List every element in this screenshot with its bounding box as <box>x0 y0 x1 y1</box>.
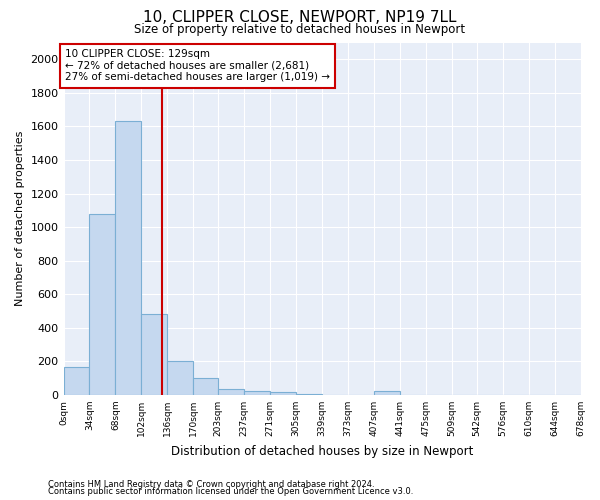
Bar <box>115 122 142 395</box>
Bar <box>89 214 115 395</box>
Y-axis label: Number of detached properties: Number of detached properties <box>15 131 25 306</box>
Text: Contains HM Land Registry data © Crown copyright and database right 2024.: Contains HM Land Registry data © Crown c… <box>48 480 374 489</box>
Text: 10 CLIPPER CLOSE: 129sqm
← 72% of detached houses are smaller (2,681)
27% of sem: 10 CLIPPER CLOSE: 129sqm ← 72% of detach… <box>65 49 330 82</box>
Text: 10, CLIPPER CLOSE, NEWPORT, NP19 7LL: 10, CLIPPER CLOSE, NEWPORT, NP19 7LL <box>143 10 457 25</box>
Bar <box>64 367 89 395</box>
Bar <box>270 392 296 395</box>
Bar <box>296 394 322 395</box>
Bar <box>167 362 193 395</box>
Text: Contains public sector information licensed under the Open Government Licence v3: Contains public sector information licen… <box>48 488 413 496</box>
Bar <box>218 389 244 395</box>
Text: Size of property relative to detached houses in Newport: Size of property relative to detached ho… <box>134 22 466 36</box>
Bar <box>142 314 167 395</box>
Bar <box>244 390 270 395</box>
Bar <box>374 390 400 395</box>
Bar <box>193 378 218 395</box>
X-axis label: Distribution of detached houses by size in Newport: Distribution of detached houses by size … <box>171 444 473 458</box>
